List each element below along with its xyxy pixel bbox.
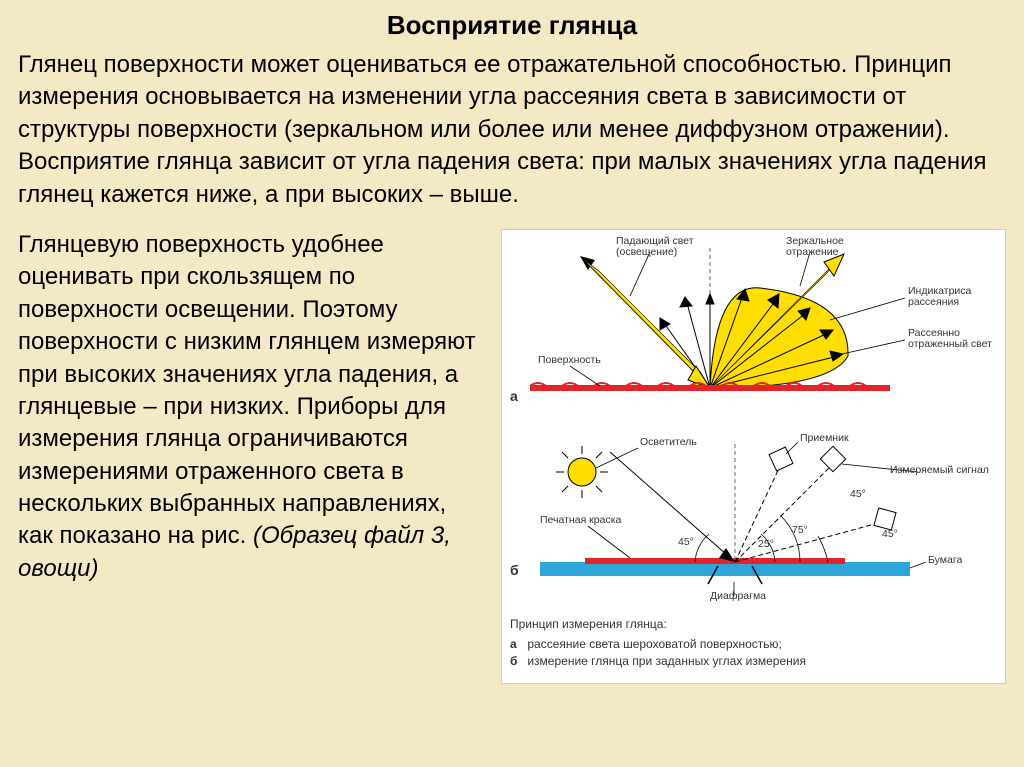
page-title: Восприятие глянца [18, 10, 1006, 41]
lower-row: Глянцевую поверхность удобнее оценивать … [18, 229, 1006, 684]
lbl-75: 75° [792, 524, 808, 536]
lbl-45r: 45° [850, 488, 866, 500]
lbl-diaphragm: Диафрагма [710, 590, 766, 602]
lbl-ink: Печатная краска [540, 514, 621, 526]
lbl-25: 25° [758, 538, 774, 550]
lbl-signal: Измеряемый сигнал [890, 464, 989, 476]
lbl-specular: Зеркальноеотражение [786, 236, 844, 258]
panel-a: а Падающий свет(освещение) Зеркальноеотр… [510, 238, 997, 428]
figure: а Падающий свет(освещение) Зеркальноеотр… [501, 229, 1006, 684]
lbl-illuminator: Осветитель [640, 436, 697, 448]
lbl-paper: Бумага [928, 554, 962, 566]
lbl-indicatrix: Индикатрисарассеяния [908, 286, 971, 308]
caption-a-letter: а [510, 637, 524, 653]
lbl-45l: 45° [678, 536, 694, 548]
panel-a-letter: а [510, 388, 518, 404]
lbl-45rr: 45° [882, 528, 898, 540]
body-text: Глянцевую поверхность удобнее оценивать … [18, 231, 476, 550]
lbl-incident: Падающий свет(освещение) [616, 236, 694, 258]
paragraph-intro: Глянец поверхности может оцениваться ее … [18, 49, 1006, 211]
caption-a-text: рассеяние света шероховатой поверхностью… [527, 637, 782, 651]
caption-b-text: измерение глянца при заданных углах изме… [527, 654, 806, 668]
panel-b: б Осветитель Приемник Измеряемый сигнал … [510, 434, 997, 609]
caption-b: б измерение глянца при заданных углах из… [510, 654, 997, 670]
lbl-receiver: Приемник [800, 432, 849, 444]
caption-title: Принцип измерения глянца: [510, 617, 997, 633]
paragraph-body: Глянцевую поверхность удобнее оценивать … [18, 229, 483, 684]
caption-b-letter: б [510, 654, 524, 670]
lbl-diffuse: Рассеянноотраженный свет [908, 328, 992, 350]
caption-a: а рассеяние света шероховатой поверхност… [510, 637, 997, 653]
lbl-surface: Поверхность [538, 354, 601, 366]
panel-b-letter: б [510, 562, 519, 578]
figure-caption: Принцип измерения глянца: а рассеяние св… [510, 617, 997, 670]
